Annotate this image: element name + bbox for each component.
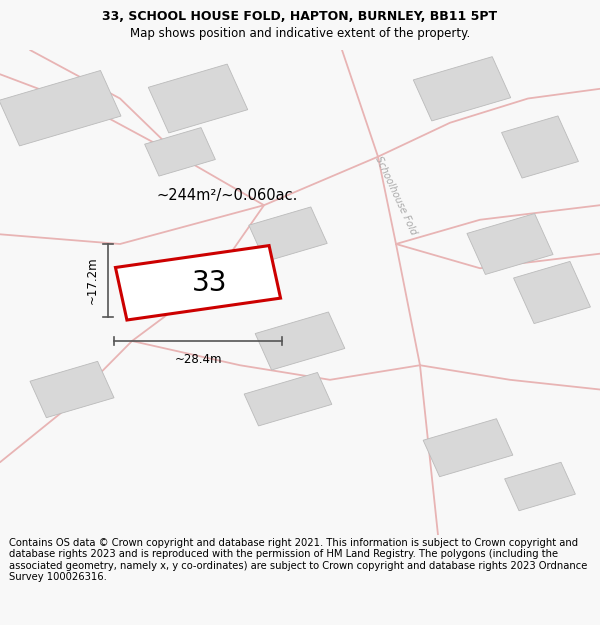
Polygon shape xyxy=(249,207,327,262)
Polygon shape xyxy=(514,261,590,324)
Polygon shape xyxy=(423,419,513,477)
Polygon shape xyxy=(30,361,114,418)
Polygon shape xyxy=(244,372,332,426)
Text: Map shows position and indicative extent of the property.: Map shows position and indicative extent… xyxy=(130,27,470,40)
Text: ~17.2m: ~17.2m xyxy=(86,256,99,304)
Text: 33: 33 xyxy=(192,269,228,297)
Polygon shape xyxy=(502,116,578,178)
Polygon shape xyxy=(0,71,121,146)
Polygon shape xyxy=(505,462,575,511)
Polygon shape xyxy=(413,57,511,121)
Polygon shape xyxy=(255,312,345,370)
Text: 33, SCHOOL HOUSE FOLD, HAPTON, BURNLEY, BB11 5PT: 33, SCHOOL HOUSE FOLD, HAPTON, BURNLEY, … xyxy=(103,10,497,23)
Text: ~244m²/~0.060ac.: ~244m²/~0.060ac. xyxy=(156,188,298,203)
Text: ~28.4m: ~28.4m xyxy=(174,353,222,366)
Polygon shape xyxy=(145,127,215,176)
Text: Contains OS data © Crown copyright and database right 2021. This information is : Contains OS data © Crown copyright and d… xyxy=(9,538,587,582)
Polygon shape xyxy=(148,64,248,133)
Polygon shape xyxy=(115,246,281,320)
Polygon shape xyxy=(467,214,553,274)
Text: Schoolhouse Fold: Schoolhouse Fold xyxy=(373,154,419,236)
